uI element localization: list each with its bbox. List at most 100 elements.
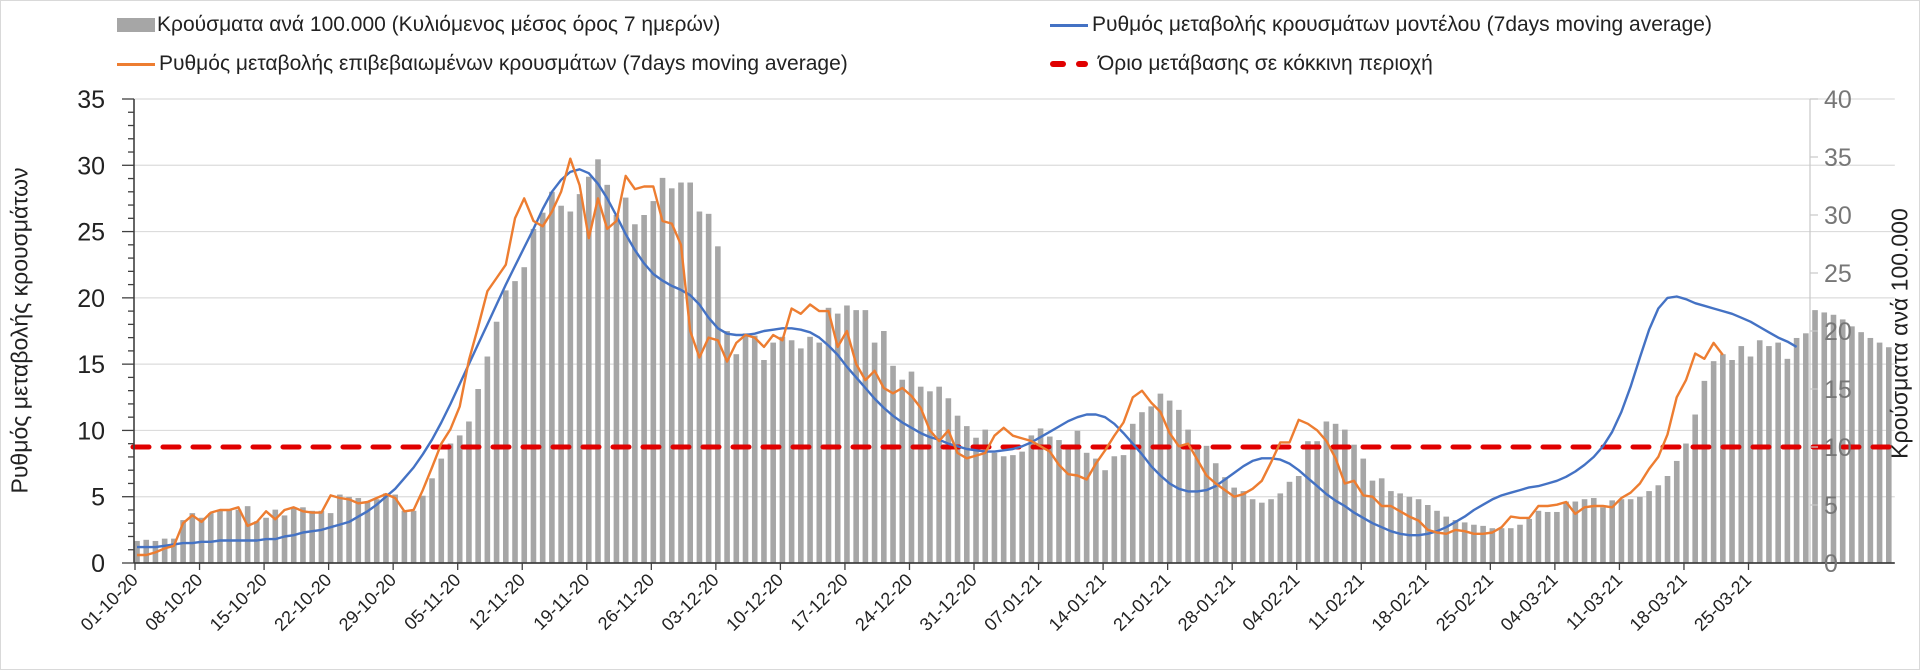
bar — [973, 437, 979, 563]
bar — [724, 331, 730, 563]
bar — [143, 539, 150, 563]
bar — [908, 371, 915, 563]
bar — [1609, 500, 1615, 563]
bar — [917, 386, 924, 563]
x-tick-label: 25-02-21 — [1432, 570, 1497, 635]
bar — [1083, 452, 1090, 563]
bar — [595, 159, 601, 563]
bar — [751, 335, 758, 563]
bar — [1277, 493, 1284, 563]
bar — [189, 513, 196, 563]
bar — [1710, 361, 1717, 563]
bar — [1415, 499, 1422, 563]
bar — [1830, 314, 1837, 563]
x-tick-label: 11-03-21 — [1562, 570, 1626, 634]
bar — [1480, 525, 1486, 563]
bar — [355, 498, 362, 563]
y-left-tick-label: 20 — [77, 285, 105, 313]
legend-label: Ρυθμός μεταβολής κρουσμάτων μοντέλου (7d… — [1092, 13, 1712, 36]
bar — [1554, 511, 1560, 563]
y-left-tick-label: 0 — [91, 550, 105, 578]
confirmed-rate-line — [137, 157, 1724, 557]
bar — [1563, 501, 1569, 563]
bar — [1176, 409, 1182, 563]
threshold-swatch — [1050, 61, 1094, 67]
bar — [1157, 393, 1164, 563]
bar — [318, 510, 325, 563]
bar-series — [134, 159, 1892, 564]
bar — [1775, 342, 1781, 563]
bar — [226, 509, 232, 563]
bar — [576, 194, 583, 563]
y-right-tick-label: 25 — [1824, 260, 1852, 288]
bar — [1701, 380, 1708, 563]
bar — [1222, 477, 1228, 563]
x-tick-label: 17-12-20 — [787, 570, 852, 635]
bar — [1259, 502, 1265, 563]
legend-item-model: Ρυθμός μεταβολής κρουσμάτων μοντέλου (7d… — [1050, 13, 1712, 37]
x-tick-label: 15-10-20 — [206, 570, 271, 635]
bar — [1756, 340, 1763, 563]
bar — [1517, 524, 1523, 563]
bar — [1397, 493, 1403, 563]
bar — [300, 507, 306, 563]
bar — [263, 517, 269, 563]
bar — [1443, 516, 1450, 563]
bar — [964, 426, 970, 563]
bar — [420, 495, 426, 563]
bar — [1821, 312, 1828, 563]
bar — [475, 389, 481, 563]
bar — [1111, 456, 1118, 563]
bar — [1498, 528, 1505, 563]
bar — [1489, 528, 1496, 563]
x-tick-label: 18-02-21 — [1368, 570, 1433, 635]
x-tick-label: 29-10-20 — [335, 570, 400, 635]
bar — [834, 313, 841, 563]
bar — [401, 510, 408, 563]
bar — [512, 281, 518, 563]
bar — [816, 342, 823, 563]
bar — [1046, 436, 1053, 563]
bar — [1240, 491, 1247, 563]
bar — [1812, 310, 1818, 563]
bar — [733, 354, 740, 563]
bar — [1342, 429, 1348, 563]
bar — [807, 336, 813, 563]
bar — [622, 197, 629, 563]
confirmed-line-swatch — [117, 62, 155, 66]
x-tick-label: 14-01-21 — [1045, 570, 1110, 635]
bar — [429, 478, 435, 563]
y-left-tick-label: 25 — [77, 219, 105, 247]
bar — [134, 540, 140, 563]
bar — [1120, 455, 1127, 563]
legend-label: Όριο μετάβασης σε κόκκινη περιοχή — [1098, 52, 1433, 75]
y-left-tick-label: 10 — [77, 417, 105, 445]
bar — [641, 215, 647, 563]
bar — [346, 496, 352, 563]
x-tick-label: 22-10-20 — [270, 570, 335, 635]
x-tick-label: 03-12-20 — [658, 570, 723, 635]
x-tick-label: 18-03-21 — [1626, 570, 1691, 635]
bar — [1434, 510, 1440, 563]
bar — [1378, 478, 1385, 563]
bar — [1876, 342, 1883, 563]
legend-item-threshold: Όριο μετάβασης σε κόκκινη περιοχή — [1050, 52, 1433, 76]
model-rate-line — [137, 168, 1798, 549]
bar — [687, 182, 693, 563]
bar — [1406, 496, 1413, 563]
legend-item-confirmed: Ρυθμός μεταβολής επιβεβαιωμένων κρουσμάτ… — [117, 52, 848, 76]
x-tick-label: 08-10-20 — [141, 570, 206, 635]
bar — [1526, 518, 1533, 563]
y-right-tick-label: 35 — [1824, 144, 1852, 172]
bar — [632, 224, 638, 563]
x-tick-label: 01-10-20 — [77, 570, 142, 635]
y-left-tick-label: 30 — [77, 152, 105, 180]
bar — [392, 494, 398, 563]
x-tick-label: 10-12-20 — [722, 570, 787, 635]
bar — [244, 506, 251, 563]
bar — [1627, 499, 1634, 563]
bar — [871, 342, 878, 563]
x-tick-label: 04-03-21 — [1497, 570, 1562, 635]
bar — [539, 212, 546, 563]
